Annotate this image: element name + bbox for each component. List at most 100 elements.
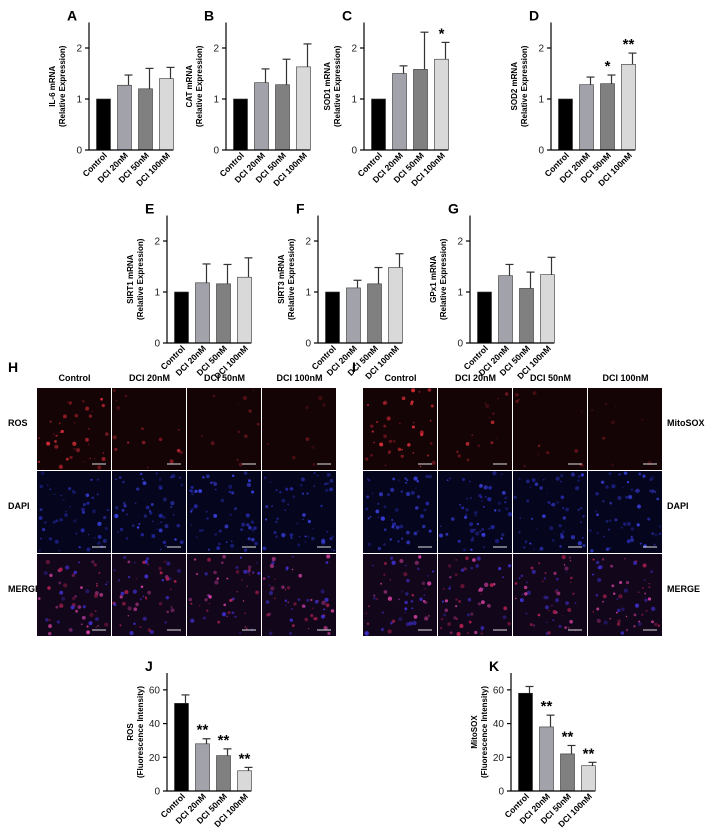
- cell-signal: [366, 403, 370, 407]
- significance-label: **: [541, 698, 553, 715]
- y-tick-label: 0: [457, 339, 463, 350]
- cell-signal: [561, 506, 565, 510]
- cell-signal: [72, 596, 76, 601]
- cell-signal: [178, 476, 181, 479]
- cell-signal: [141, 440, 146, 445]
- cell-signal: [202, 616, 206, 620]
- cell-signal: [324, 482, 327, 486]
- cell-signal: [140, 585, 144, 589]
- cell-signal: [501, 490, 506, 495]
- cell-signal: [204, 598, 208, 602]
- cell-signal: [545, 621, 548, 624]
- cell-signal: [78, 561, 81, 564]
- cell-signal: [608, 528, 611, 531]
- cell-signal: [513, 495, 517, 499]
- cell-signal: [519, 598, 524, 603]
- cell-signal: [647, 460, 652, 466]
- cell-signal: [218, 542, 221, 546]
- cell-signal: [412, 452, 415, 454]
- cell-signal: [596, 513, 599, 517]
- cell-signal: [611, 584, 615, 588]
- cell-signal: [212, 395, 216, 398]
- significance-label: **: [239, 750, 251, 767]
- cell-signal: [658, 532, 662, 536]
- cell-signal: [235, 570, 240, 574]
- cell-signal: [617, 619, 621, 623]
- cell-signal: [268, 631, 273, 636]
- cell-signal: [609, 519, 612, 522]
- cell-signal: [621, 607, 625, 612]
- cell-signal: [72, 490, 76, 494]
- cell-signal: [545, 605, 549, 610]
- cell-signal: [116, 530, 120, 534]
- panel-letter: E: [145, 201, 154, 217]
- cell-signal: [38, 516, 43, 520]
- cell-signal: [495, 437, 498, 439]
- microscopy-image: [37, 554, 111, 636]
- cell-signal: [118, 476, 122, 479]
- bar: [518, 692, 533, 792]
- cell-signal: [445, 532, 449, 536]
- cell-signal: [497, 501, 502, 505]
- cell-signal: [267, 575, 270, 578]
- cell-signal: [577, 479, 580, 482]
- microscopy-image: [262, 554, 336, 636]
- cell-signal: [577, 541, 583, 546]
- cell-signal: [456, 631, 461, 637]
- cell-signal: [89, 457, 91, 460]
- y-axis-label: (Relative Expression): [195, 45, 204, 127]
- y-tick-label: 0: [154, 787, 160, 798]
- cell-signal: [147, 563, 149, 566]
- cell-signal: [578, 475, 581, 478]
- cell-signal: [595, 492, 599, 496]
- cell-signal: [580, 473, 584, 477]
- cell-signal: [490, 441, 494, 445]
- cell-signal: [141, 478, 144, 481]
- cell-signal: [66, 401, 69, 403]
- cell-signal: [469, 522, 474, 527]
- cell-signal: [594, 510, 597, 513]
- cell-signal: [305, 406, 309, 410]
- cell-signal: [545, 632, 549, 636]
- y-axis-label: (Relative Expression): [58, 45, 67, 127]
- cell-signal: [603, 535, 606, 538]
- cell-signal: [601, 558, 605, 561]
- y-tick-label: 20: [149, 753, 161, 764]
- y-tick-label: 2: [76, 44, 82, 55]
- cell-signal: [469, 480, 471, 483]
- bar: [237, 276, 252, 344]
- cell-signal: [412, 422, 415, 424]
- cell-signal: [501, 533, 505, 537]
- cell-signal: [38, 437, 41, 440]
- y-axis-label: (Relative Expression): [136, 238, 145, 320]
- y-axis-label: (Fluorescence Intensity): [136, 686, 145, 778]
- cell-signal: [383, 434, 388, 439]
- cell-signal: [637, 504, 641, 509]
- cell-signal: [381, 611, 384, 614]
- cell-signal: [210, 441, 215, 446]
- cell-signal: [37, 460, 41, 463]
- y-axis-label: SIRT1 mRNA: [126, 254, 135, 304]
- cell-signal: [386, 416, 391, 421]
- cell-signal: [313, 471, 316, 475]
- cell-signal: [623, 522, 627, 526]
- significance-label: *: [605, 58, 611, 75]
- cell-signal: [651, 532, 655, 535]
- bar: [413, 69, 428, 151]
- cell-signal: [579, 521, 582, 524]
- cell-signal: [504, 392, 509, 396]
- cell-signal: [55, 519, 59, 523]
- cell-signal: [556, 500, 559, 504]
- cell-signal: [372, 564, 374, 567]
- cell-signal: [638, 472, 642, 476]
- cell-signal: [326, 472, 331, 477]
- cell-signal: [454, 604, 458, 608]
- cell-signal: [613, 592, 616, 595]
- cell-signal: [104, 622, 109, 627]
- cell-signal: [654, 533, 658, 537]
- cell-signal: [158, 601, 163, 606]
- cell-signal: [526, 499, 530, 503]
- cell-signal: [163, 560, 166, 563]
- cell-signal: [58, 567, 63, 572]
- cell-signal: [142, 481, 147, 486]
